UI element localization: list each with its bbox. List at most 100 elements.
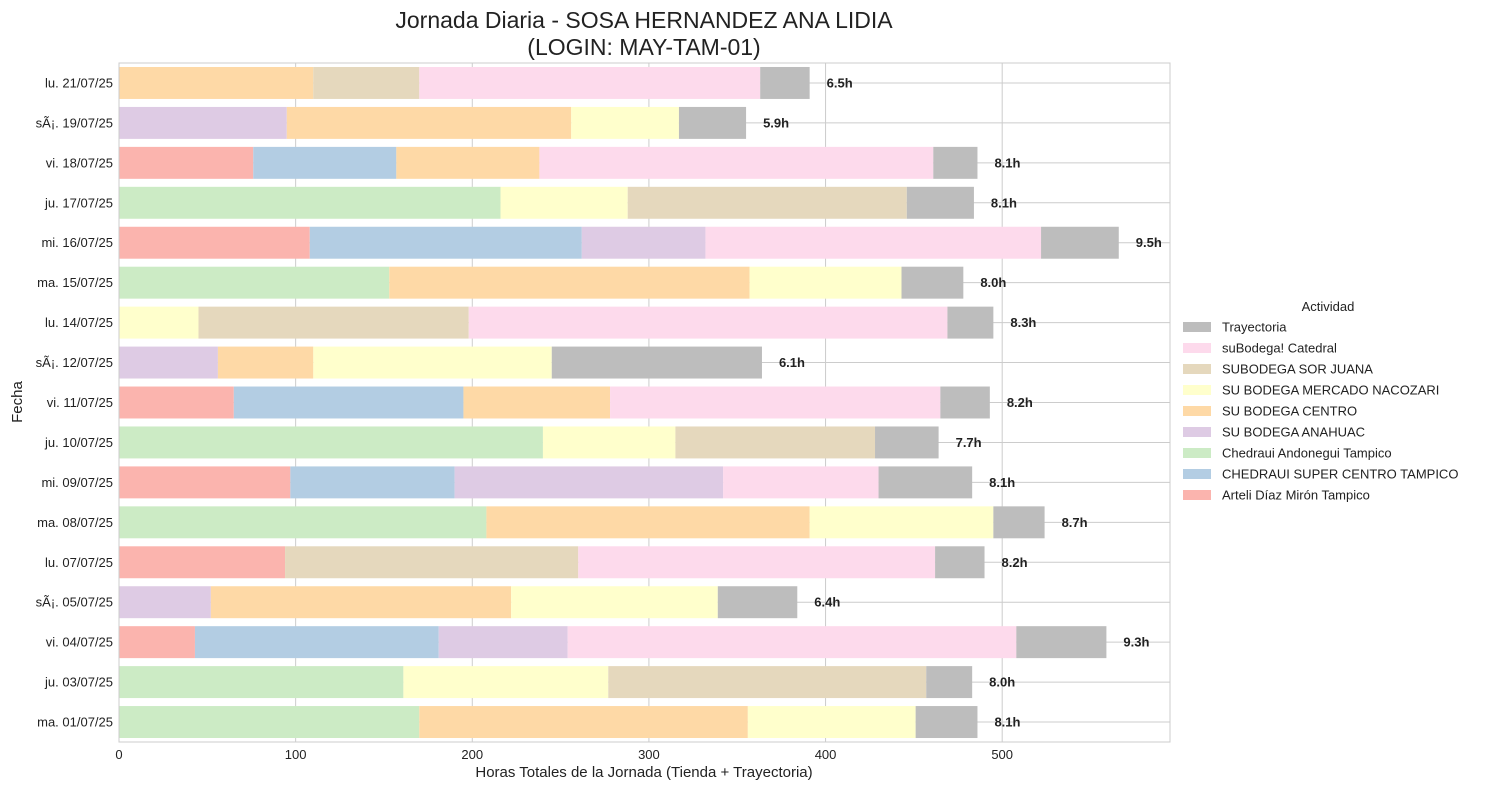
chart-subtitle: (LOGIN: MAY-TAM-01) [527, 34, 760, 60]
bar-segment [608, 666, 927, 699]
bar-segment [454, 466, 724, 499]
bar-segment [940, 386, 990, 419]
total-label: 6.1h [779, 355, 805, 370]
legend-swatch [1183, 448, 1211, 458]
bar-segment [749, 266, 902, 299]
total-label: 5.9h [763, 115, 789, 130]
legend-swatch [1183, 343, 1211, 353]
bar-segment [309, 226, 582, 259]
legend-label: Arteli Díaz Mirón Tampico [1222, 488, 1370, 503]
bar-segment [551, 346, 762, 379]
total-label: 8.7h [1062, 515, 1088, 530]
bar-segment [194, 626, 439, 659]
bar-segment [253, 146, 397, 179]
bar-segment [119, 506, 487, 539]
y-tick-label: ju. 10/07/25 [44, 435, 113, 450]
bar-segment [119, 466, 291, 499]
bar-segment [119, 626, 195, 659]
y-tick-label: vi. 04/07/25 [46, 635, 113, 650]
bar-segment [217, 346, 314, 379]
bar-segment [906, 186, 974, 219]
total-labels: 6.5h 5.9h 8.1h 8.1h 9.5h 8.0h 8.3h 6.1h 8.2h 7.7h… [763, 75, 1162, 729]
y-tick-label: mi. 16/07/25 [41, 235, 113, 250]
y-tick-label: ju. 17/07/25 [44, 195, 113, 210]
bar-segment [993, 506, 1045, 539]
bar-segment [210, 586, 512, 619]
y-tick-label: ju. 03/07/25 [44, 675, 113, 690]
legend-label: SU BODEGA MERCADO NACOZARI [1222, 383, 1439, 398]
legend-swatch [1183, 322, 1211, 332]
bar-segment [119, 186, 501, 219]
bar-segment [119, 386, 234, 419]
legend-swatch [1183, 490, 1211, 500]
total-label: 8.0h [980, 275, 1006, 290]
x-tick-label: 0 [115, 747, 122, 762]
bar-segment [933, 146, 978, 179]
total-label: 6.5h [827, 75, 853, 90]
bar-segment [119, 226, 310, 259]
bar-segment [571, 106, 679, 139]
y-tick-label: lu. 21/07/25 [45, 75, 113, 90]
bar-segment [926, 666, 973, 699]
legend-label: suBodega! Catedral [1222, 341, 1337, 356]
y-tick-label: sÃ¡. 05/07/25 [36, 595, 113, 610]
bar-segment [463, 386, 611, 419]
bar-segment [935, 546, 985, 579]
y-tick-label: sÃ¡. 19/07/25 [36, 115, 113, 130]
bar-segment [285, 546, 579, 579]
legend-label: Trayectoria [1222, 320, 1287, 335]
y-tick-label: sÃ¡. 12/07/25 [36, 355, 113, 370]
bar-segment [901, 266, 964, 299]
bar-segment [389, 266, 750, 299]
bar-segment [760, 66, 810, 99]
bar-segment [419, 706, 748, 739]
legend-label: SUBODEGA SOR JUANA [1222, 362, 1373, 377]
bar-segment [486, 506, 810, 539]
bar-segment [723, 466, 879, 499]
plot-frame [118, 62, 1171, 743]
legend-swatch [1183, 385, 1211, 395]
bar-segment [438, 626, 568, 659]
y-tick-label: ma. 15/07/25 [37, 275, 113, 290]
bar-segment [878, 466, 973, 499]
x-tick-label: 400 [815, 747, 837, 762]
bar-segment [119, 266, 390, 299]
bar-segment [286, 106, 572, 139]
bar-segment [627, 186, 907, 219]
bar-segment [581, 226, 706, 259]
y-tick-label: vi. 18/07/25 [46, 155, 113, 170]
bar-segment [915, 706, 978, 739]
bar-segment [747, 706, 916, 739]
legend-label: SU BODEGA ANAHUAC [1222, 425, 1365, 440]
y-tick-label: ma. 01/07/25 [37, 715, 113, 730]
legend-label: Chedraui Andonegui Tampico [1222, 446, 1392, 461]
bar-segment [809, 506, 994, 539]
bar-segment [119, 666, 404, 699]
legend-title: Actividad [1302, 299, 1355, 314]
x-axis-label: Horas Totales de la Jornada (Tienda + Tr… [475, 764, 812, 781]
bar-segment [119, 106, 287, 139]
total-label: 7.7h [956, 435, 982, 450]
total-label: 8.0h [989, 675, 1015, 690]
legend-label: SU BODEGA CENTRO [1222, 404, 1357, 419]
bar-segment [403, 666, 609, 699]
bar-segment [119, 146, 254, 179]
bar-segment [875, 426, 939, 459]
bar-segment [947, 306, 994, 339]
legend: Actividad Trayectoria suBodega! Catedral S… [1183, 299, 1458, 503]
legend-swatch [1183, 469, 1211, 479]
y-axis-label: Fecha [9, 381, 26, 423]
x-tick-label: 300 [638, 747, 660, 762]
bar-segment [1016, 626, 1107, 659]
total-label: 9.3h [1123, 635, 1149, 650]
bar-segment [542, 426, 676, 459]
bar-segment [717, 586, 798, 619]
chart-title: Jornada Diaria - SOSA HERNANDEZ ANA LIDI… [395, 7, 893, 33]
y-tick-label: lu. 14/07/25 [45, 315, 113, 330]
legend-swatch [1183, 364, 1211, 374]
bar-segment [567, 626, 1017, 659]
y-tick-label: ma. 08/07/25 [37, 515, 113, 530]
bar-segment [1041, 226, 1119, 259]
bar-segment [119, 306, 199, 339]
